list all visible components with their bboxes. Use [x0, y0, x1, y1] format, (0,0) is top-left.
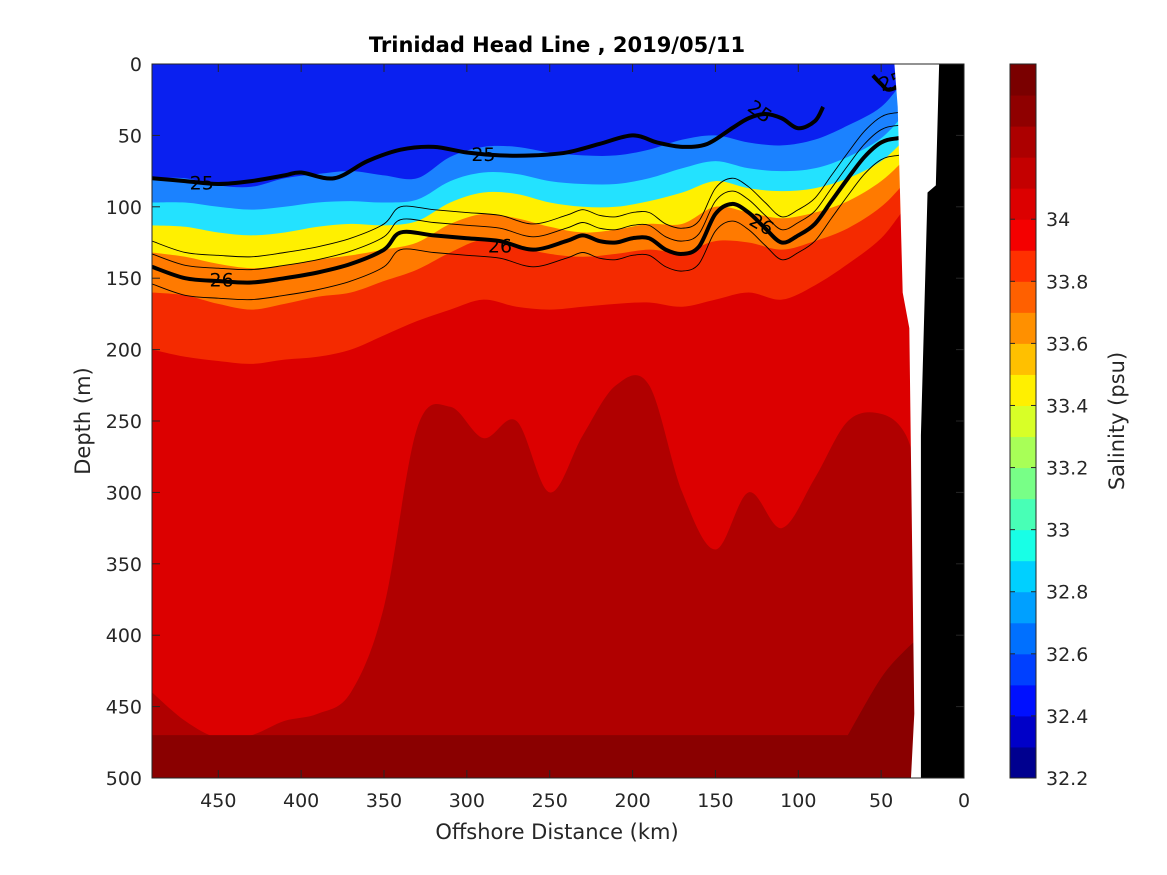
colorbar-band: [1010, 312, 1036, 344]
contour-label: 26: [210, 270, 234, 292]
colorbar-tick-label: 33.6: [1046, 333, 1088, 355]
x-tick-label: 200: [614, 790, 650, 812]
colorbar-band: [1010, 684, 1036, 717]
y-axis-ticks: 0 50 100 150 200 250 300 350 400 450 500: [106, 54, 964, 790]
colorbar-band: [1010, 281, 1036, 313]
colorbar: 32.2 32.4 32.6 32.8 33 33.2 33.4 33.6 33.8 34: [1009, 63, 1088, 790]
salinity-layer-8: [152, 635, 964, 778]
colorbar-band: [1010, 250, 1036, 282]
colorbar-band: [1010, 95, 1036, 127]
colorbar-band: [1010, 498, 1036, 531]
y-tick-label: 100: [106, 197, 142, 219]
colorbar-tick-label: 33: [1046, 520, 1070, 542]
colorbar-band: [1010, 64, 1036, 96]
colorbar-tick-label: 32.6: [1046, 644, 1088, 666]
colorbar-tick-label: 32.4: [1046, 706, 1088, 728]
salinity-layer-7: [152, 375, 964, 778]
contour-label: 26: [488, 235, 512, 257]
x-tick-label: 150: [697, 790, 733, 812]
density-contour-25-0: [152, 105, 825, 186]
colorbar-band: [1010, 157, 1036, 189]
salinity-deep-patch: [848, 635, 923, 778]
colorbar-frame: [1009, 63, 1037, 779]
colorbar-band: [1010, 529, 1036, 562]
x-axis-label: Offshore Distance (km): [435, 820, 678, 844]
colorbar-band: [1010, 343, 1036, 375]
x-tick-label: 100: [780, 790, 816, 812]
colorbar-band: [1010, 374, 1036, 406]
y-tick-label: 150: [106, 268, 142, 290]
y-tick-label: 50: [118, 125, 142, 147]
bathymetry-mask: [920, 64, 964, 778]
x-tick-label: 50: [869, 790, 893, 812]
thin-contour-1: [152, 122, 931, 271]
colorbar-tick-label: 32.8: [1046, 582, 1088, 604]
colorbar-band: [1010, 715, 1036, 748]
contour-label: 25: [190, 173, 214, 195]
colorbar-tick-label: 33.4: [1046, 395, 1088, 417]
colorbar-tick-label: 32.2: [1046, 768, 1088, 790]
x-axis-ticks: 450 400 350 300 250 200 150 100 50 0: [200, 64, 970, 812]
y-tick-label: 0: [130, 54, 142, 76]
y-tick-label: 400: [106, 625, 142, 647]
colorbar-band: [1010, 436, 1036, 469]
colorbar-band: [1010, 188, 1036, 220]
y-tick-label: 450: [106, 697, 142, 719]
colorbar-band: [1010, 622, 1036, 655]
thin-contour-0: [152, 109, 931, 258]
y-axis-label: Depth (m): [71, 367, 95, 474]
x-tick-label: 0: [958, 790, 970, 812]
colorbar-label: Salinity (psu): [1105, 352, 1129, 490]
x-tick-label: 400: [283, 790, 319, 812]
contour-label: 25: [471, 144, 495, 166]
y-tick-label: 250: [106, 411, 142, 433]
colorbar-tick-label: 33.8: [1046, 271, 1088, 293]
y-tick-label: 350: [106, 554, 142, 576]
thin-contour-2: [152, 152, 931, 301]
colorbar-tick-label: 34: [1046, 209, 1070, 231]
x-tick-label: 250: [532, 790, 568, 812]
y-tick-label: 500: [106, 768, 142, 790]
colorbar-band: [1010, 560, 1036, 593]
colorbar-band: [1010, 405, 1036, 438]
colorbar-band: [1010, 591, 1036, 624]
y-tick-label: 200: [106, 340, 142, 362]
colorbar-band: [1010, 126, 1036, 158]
colorbar-tick-label: 33.2: [1046, 458, 1088, 480]
density-contour-26-2: [152, 133, 932, 285]
colorbar-band: [1010, 467, 1036, 500]
x-tick-label: 450: [200, 790, 236, 812]
x-tick-label: 300: [449, 790, 485, 812]
colorbar-band: [1010, 746, 1036, 779]
chart-title: Trinidad Head Line , 2019/05/11: [369, 33, 745, 57]
x-tick-label: 350: [366, 790, 402, 812]
y-tick-label: 300: [106, 482, 142, 504]
colorbar-band: [1010, 653, 1036, 686]
colorbar-band: [1010, 219, 1036, 251]
